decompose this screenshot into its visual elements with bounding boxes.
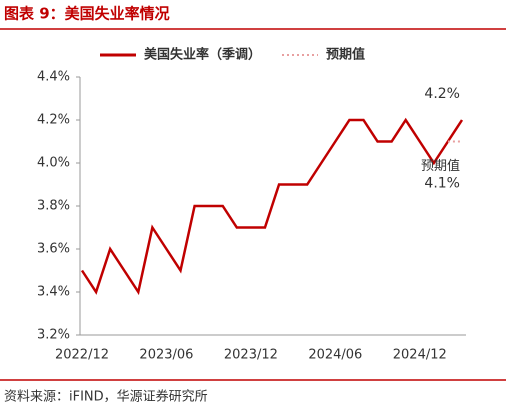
- legend-label: 预期值: [326, 47, 365, 63]
- y-tick-label: 3.8%: [37, 199, 70, 214]
- y-tick-label: 3.2%: [37, 328, 70, 343]
- y-tick-label: 4.0%: [37, 156, 70, 171]
- y-tick-label: 4.4%: [37, 70, 70, 85]
- value-label: 4.2%: [424, 86, 460, 102]
- value-label: 4.1%: [424, 176, 460, 192]
- y-tick-label: 4.2%: [37, 113, 70, 128]
- annotation: 预期值: [421, 158, 460, 174]
- x-tick-label: 2023/06: [139, 348, 193, 363]
- x-tick-label: 2022/12: [55, 348, 109, 363]
- y-tick-label: 3.4%: [37, 285, 70, 300]
- x-tick-label: 2024/06: [308, 348, 362, 363]
- x-tick-label: 2023/12: [224, 348, 278, 363]
- x-tick-label: 2024/12: [393, 348, 447, 363]
- source: 资料来源：iFIND，华源证券研究所: [4, 389, 208, 405]
- y-tick-label: 3.6%: [37, 242, 70, 257]
- legend-label: 美国失业率（季调）: [144, 47, 261, 63]
- series-line: [80, 117, 464, 296]
- chart-title: 图表 9：美国失业率情况: [4, 5, 170, 23]
